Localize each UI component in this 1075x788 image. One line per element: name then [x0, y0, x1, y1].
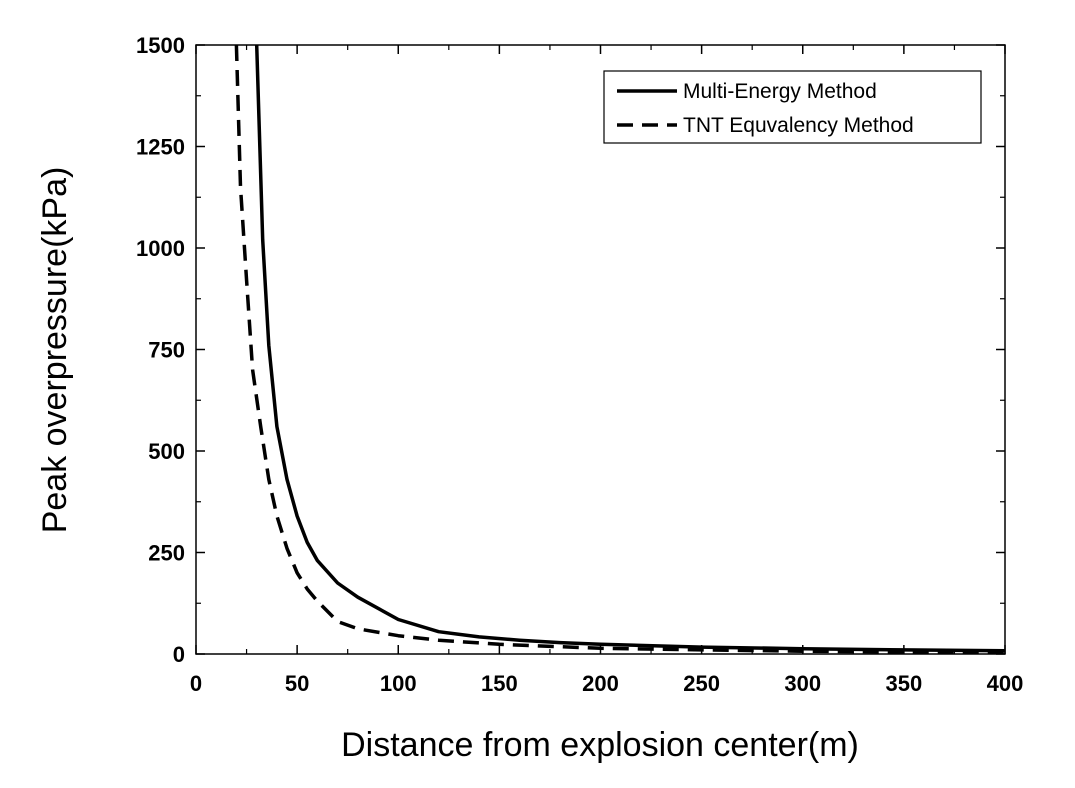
y-tick-label: 250: [148, 541, 185, 566]
y-tick-label: 1000: [136, 236, 185, 261]
x-tick-label: 150: [481, 671, 518, 696]
y-tick-label: 750: [148, 338, 185, 363]
x-axis-title: Distance from explosion center(m): [341, 726, 859, 764]
y-tick-label: 1250: [136, 135, 185, 160]
plot-frame: [195, 44, 1006, 655]
x-tick-label: 300: [784, 671, 821, 696]
x-tick-label: 50: [285, 671, 309, 696]
x-tick-label: 0: [190, 671, 202, 696]
legend: Multi-Energy Method TNT Equvalency Metho…: [603, 70, 982, 144]
y-tick-label: 500: [148, 439, 185, 464]
x-tick-label: 100: [380, 671, 417, 696]
legend-label-multi-energy: Multi-Energy Method: [683, 80, 877, 103]
legend-box: [603, 70, 982, 144]
x-tick-label: 200: [582, 671, 619, 696]
x-tick-label: 400: [987, 671, 1024, 696]
plot-series: [234, 44, 1006, 655]
y-tick-label: 0: [173, 642, 185, 667]
series-line-multi-energy: [254, 44, 1006, 653]
axis-tick-labels: 0 50 100 150 200 250 300 350 400 0 250 500 750 1000 12…: [136, 33, 1023, 696]
y-axis-title: Peak overpressure(kPa): [36, 167, 74, 534]
legend-label-tnt: TNT Equvalency Method: [683, 114, 914, 137]
x-tick-label: 250: [683, 671, 720, 696]
y-tick-label: 1500: [136, 33, 185, 58]
series-line-tnt-equivalency: [234, 44, 1006, 655]
x-tick-label: 350: [886, 671, 923, 696]
